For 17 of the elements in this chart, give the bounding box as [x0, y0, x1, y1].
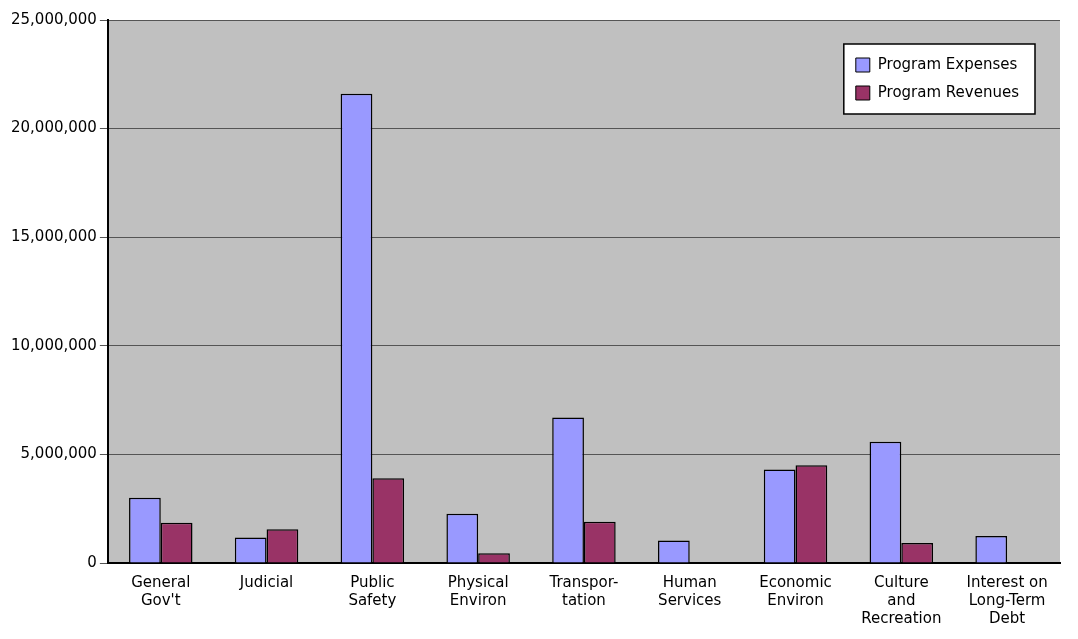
x-tick-label: Transpor- tation	[548, 572, 619, 609]
legend-label: Program Expenses	[877, 54, 1018, 73]
x-tick-label: Human Services	[658, 572, 722, 609]
x-tick-label: Economic Environ	[759, 572, 832, 609]
y-tick-label: 5,000,000	[20, 444, 97, 463]
legend-label: Program Revenues	[877, 82, 1020, 101]
x-tick-label: Physical Environ	[447, 572, 509, 609]
x-tick-label: Public Safety	[348, 572, 397, 609]
x-tick-label: Interest on Long-Term Debt	[966, 572, 1048, 627]
x-tick-label: Judicial	[238, 572, 294, 591]
y-tick-label: 15,000,000	[10, 227, 97, 246]
y-tick-label: 25,000,000	[10, 9, 97, 28]
y-tick-label: 0	[87, 552, 97, 571]
y-tick-label: 20,000,000	[10, 118, 97, 137]
x-tick-label: Culture and Recreation	[861, 572, 942, 627]
x-tick-label: General Gov't	[131, 572, 191, 609]
y-tick-label: 10,000,000	[10, 335, 97, 354]
